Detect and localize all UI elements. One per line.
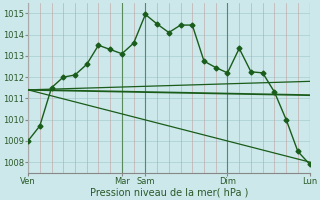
X-axis label: Pression niveau de la mer( hPa ): Pression niveau de la mer( hPa )	[90, 187, 248, 197]
